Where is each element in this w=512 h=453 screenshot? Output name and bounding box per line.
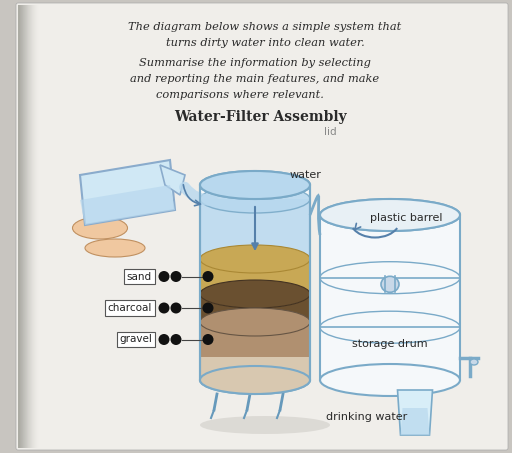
FancyBboxPatch shape <box>16 3 508 450</box>
Ellipse shape <box>200 280 310 308</box>
Polygon shape <box>397 390 433 435</box>
Ellipse shape <box>200 245 310 273</box>
Bar <box>18 5 29 448</box>
Bar <box>18 5 35 448</box>
Polygon shape <box>160 165 185 195</box>
Ellipse shape <box>200 308 310 336</box>
Bar <box>320 215 460 380</box>
Circle shape <box>159 334 169 345</box>
Bar <box>18 5 23 448</box>
Text: water: water <box>290 170 322 180</box>
Ellipse shape <box>200 366 310 394</box>
Text: sand: sand <box>127 271 152 281</box>
Ellipse shape <box>320 199 460 231</box>
Ellipse shape <box>320 364 460 396</box>
Bar <box>18 5 20 448</box>
Ellipse shape <box>200 245 310 273</box>
Circle shape <box>203 303 214 313</box>
Circle shape <box>170 334 181 345</box>
Circle shape <box>170 271 181 282</box>
Ellipse shape <box>200 185 310 213</box>
Bar <box>18 5 22 448</box>
Bar <box>18 5 25 448</box>
FancyArrowPatch shape <box>185 187 212 200</box>
Bar <box>18 5 33 448</box>
Polygon shape <box>80 160 175 225</box>
Text: The diagram below shows a simple system that: The diagram below shows a simple system … <box>129 22 401 32</box>
Ellipse shape <box>200 280 310 308</box>
Ellipse shape <box>200 171 310 199</box>
Circle shape <box>203 271 214 282</box>
Circle shape <box>159 303 169 313</box>
Bar <box>18 5 21 448</box>
Bar <box>200 294 310 322</box>
Polygon shape <box>80 185 175 225</box>
Bar <box>18 5 36 448</box>
Text: comparisons where relevant.: comparisons where relevant. <box>156 90 324 100</box>
Bar <box>200 185 310 380</box>
Bar <box>18 5 30 448</box>
Text: charcoal: charcoal <box>108 303 152 313</box>
Text: turns dirty water into clean water.: turns dirty water into clean water. <box>165 38 365 48</box>
Ellipse shape <box>470 359 478 365</box>
Bar <box>18 5 31 448</box>
Text: Water-Filter Assembly: Water-Filter Assembly <box>174 110 347 124</box>
Ellipse shape <box>200 171 310 199</box>
Bar <box>18 5 26 448</box>
Ellipse shape <box>85 239 145 257</box>
Bar <box>18 5 28 448</box>
Ellipse shape <box>200 416 330 434</box>
Ellipse shape <box>381 276 399 292</box>
Text: gravel: gravel <box>119 334 152 344</box>
Bar <box>200 199 310 259</box>
Ellipse shape <box>200 366 310 394</box>
Bar <box>200 259 310 294</box>
Circle shape <box>203 334 214 345</box>
Bar <box>18 5 37 448</box>
Ellipse shape <box>320 199 460 231</box>
Circle shape <box>159 271 169 282</box>
Text: and reporting the main features, and make: and reporting the main features, and mak… <box>131 74 379 84</box>
Bar <box>200 322 310 357</box>
Bar <box>18 5 24 448</box>
Bar <box>18 5 39 448</box>
Bar <box>18 5 38 448</box>
Circle shape <box>170 303 181 313</box>
Bar <box>18 5 34 448</box>
Bar <box>18 5 27 448</box>
Bar <box>18 5 32 448</box>
Ellipse shape <box>73 217 127 239</box>
Text: drinking water: drinking water <box>326 413 407 423</box>
Bar <box>200 357 310 380</box>
Text: plastic barrel: plastic barrel <box>370 213 442 223</box>
Text: Summarise the information by selecting: Summarise the information by selecting <box>139 58 371 68</box>
Text: lid: lid <box>324 127 336 137</box>
Polygon shape <box>400 408 430 435</box>
Text: storage drum: storage drum <box>352 339 428 349</box>
